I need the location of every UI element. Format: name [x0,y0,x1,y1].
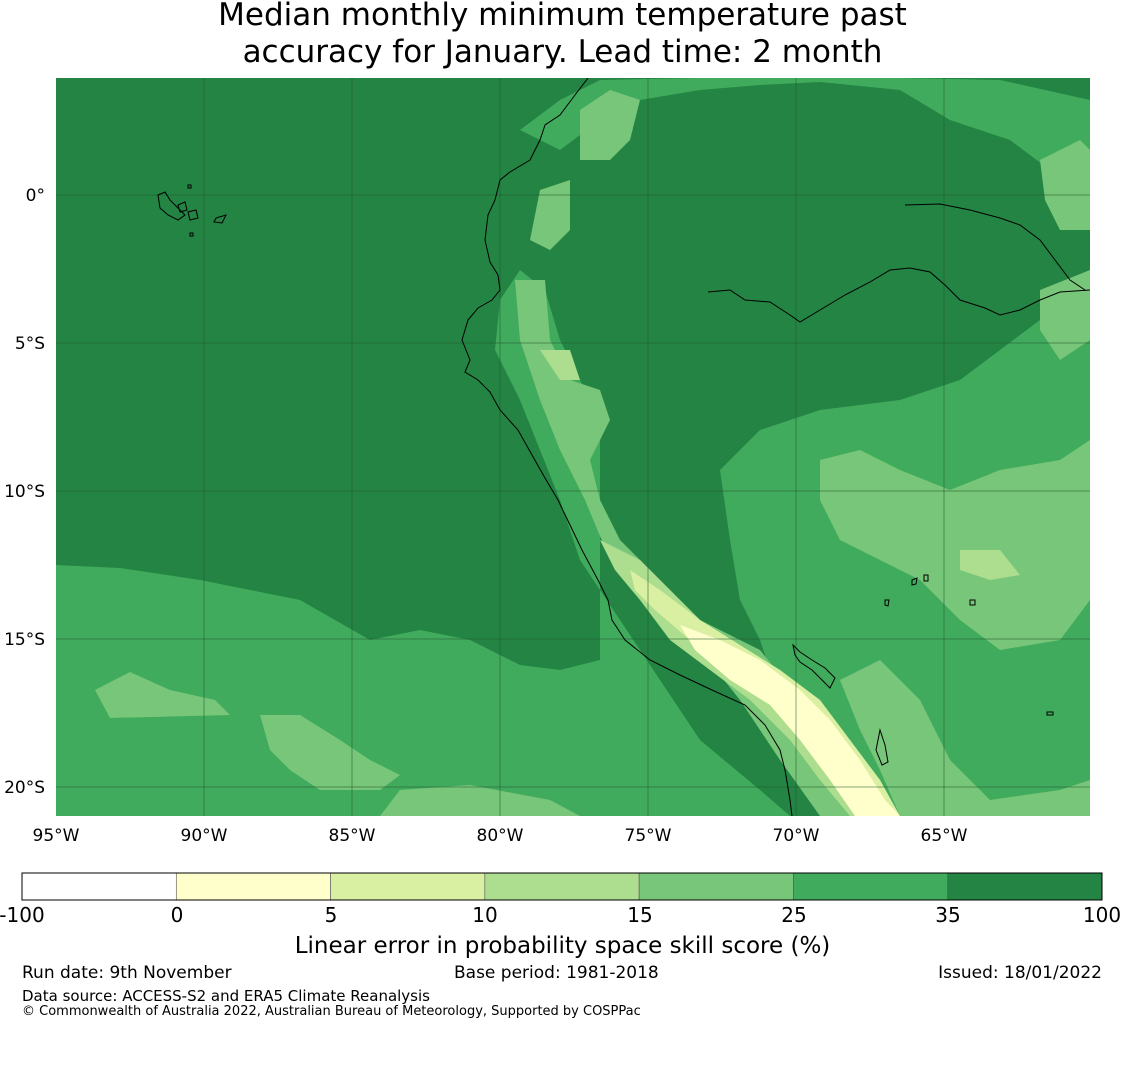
lat-axis-labels: 0° 5°S 10°S 15°S 20°S [4,186,45,798]
lake-titicaca [792,643,836,689]
lon-tick-label: 85°W [329,826,376,846]
lon-tick-label: 95°W [33,826,80,846]
colorbar-segment [330,872,486,901]
lon-axis-labels: 95°W 90°W 85°W 80°W 75°W 70°W 65°W [33,826,968,846]
colorbar-tick-label: 35 [935,903,961,927]
data-source: Data source: ACCESS-S2 and ERA5 Climate … [22,987,430,1005]
colorbar [21,872,1103,901]
map-plot-area [56,78,1090,816]
run-date: Run date: 9th November [22,963,232,983]
colorbar-segment [793,872,949,901]
coastline [461,78,793,816]
lat-tick-label: 5°S [15,334,45,354]
colorbar-segment [947,872,1103,901]
lat-tick-label: 10°S [4,482,45,502]
graticule [56,78,1090,816]
lat-tick-label: 0° [26,186,45,206]
skill-band-0-5 [680,625,900,816]
colorbar-tick-label: 10 [472,903,498,927]
lon-tick-label: 80°W [477,826,524,846]
colorbar-tick-label: 25 [781,903,807,927]
colorbar-segment [638,872,794,901]
colorbar-tick-label: 0 [170,903,184,927]
napo-river [904,203,1086,291]
issued-date: Issued: 18/01/2022 [938,963,1102,983]
map-title-line2: accuracy for January. Lead time: 2 month [242,34,883,70]
skill-band-15-25 [95,90,1090,816]
lat-tick-label: 15°S [4,630,45,650]
lon-tick-label: 65°W [921,826,968,846]
lon-tick-label: 75°W [625,826,672,846]
map-title-line1: Median monthly minimum temperature past [218,0,907,33]
galapagos-islands [157,184,227,237]
amazon-river [707,267,1090,323]
lake-poopo [875,728,889,766]
lat-tick-label: 20°S [4,778,45,798]
small-lakes [884,574,1054,716]
lon-tick-label: 90°W [181,826,228,846]
colorbar-tick-label: 15 [627,903,653,927]
colorbar-segment [21,872,177,901]
colorbar-tick-label: 100 [1082,903,1122,927]
base-period: Base period: 1981-2018 [454,963,659,983]
colorbar-segment [484,872,640,901]
colorbar-tick-label: 5 [324,903,338,927]
copyright: © Commonwealth of Australia 2022, Austra… [22,1004,641,1019]
lon-tick-label: 70°W [773,826,820,846]
colorbar-title: Linear error in probability space skill … [294,933,831,959]
colorbar-outline [21,872,1103,901]
colorbar-segment [175,872,331,901]
colorbar-tick-label: -100 [0,903,45,927]
